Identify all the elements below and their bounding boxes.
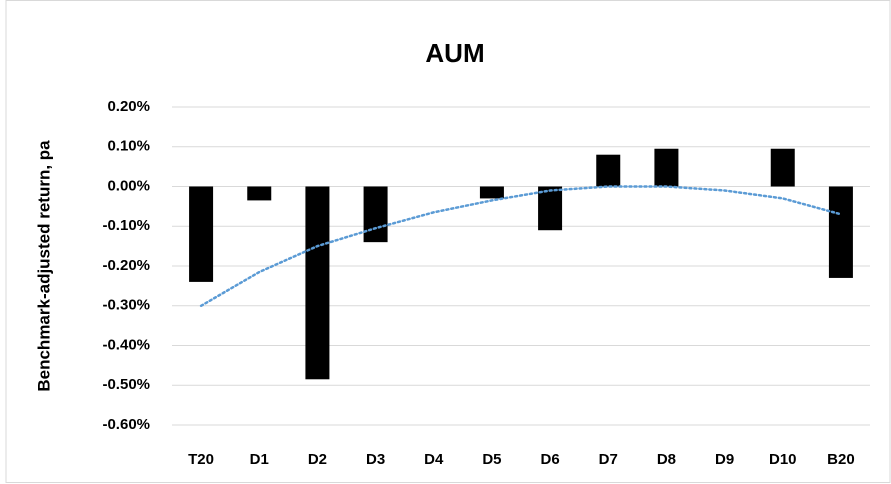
x-tick-label: T20 xyxy=(188,451,214,468)
y-tick-label: -0.50% xyxy=(102,376,150,393)
bar xyxy=(828,186,853,278)
x-tick-label: D10 xyxy=(769,451,797,468)
x-tick-label: D6 xyxy=(540,451,559,468)
y-tick-label: -0.60% xyxy=(102,416,150,433)
y-tick-label: 0.00% xyxy=(107,177,150,194)
x-tick-label: D8 xyxy=(657,451,676,468)
bar xyxy=(189,186,214,282)
x-tick-label: D9 xyxy=(715,451,734,468)
bar xyxy=(538,186,563,231)
x-tick-label: D4 xyxy=(424,451,444,468)
x-tick-label: D2 xyxy=(308,451,327,468)
x-tick-label: D5 xyxy=(482,451,501,468)
bar xyxy=(363,186,388,243)
y-tick-label: -0.40% xyxy=(102,336,150,353)
y-tick-label: -0.10% xyxy=(102,217,150,234)
bar xyxy=(305,186,330,380)
bar xyxy=(479,186,504,199)
bar xyxy=(770,148,795,187)
y-tick-label: 0.20% xyxy=(107,98,150,115)
trendline xyxy=(199,185,843,308)
x-tick-label: D3 xyxy=(366,451,385,468)
y-tick-label: 0.10% xyxy=(107,138,150,155)
bar xyxy=(247,186,272,201)
chart-title: AUM xyxy=(425,38,484,68)
y-tick-label: -0.20% xyxy=(102,257,150,274)
bar xyxy=(654,148,679,187)
bar xyxy=(596,154,621,187)
x-tick-label: D1 xyxy=(250,451,269,468)
x-tick-label: D7 xyxy=(599,451,618,468)
y-tick-label: -0.30% xyxy=(102,297,150,314)
chart-frame xyxy=(5,0,891,483)
y-axis-label: Benchmark-adjusted return, pa xyxy=(34,140,53,392)
x-tick-label: B20 xyxy=(827,451,855,468)
